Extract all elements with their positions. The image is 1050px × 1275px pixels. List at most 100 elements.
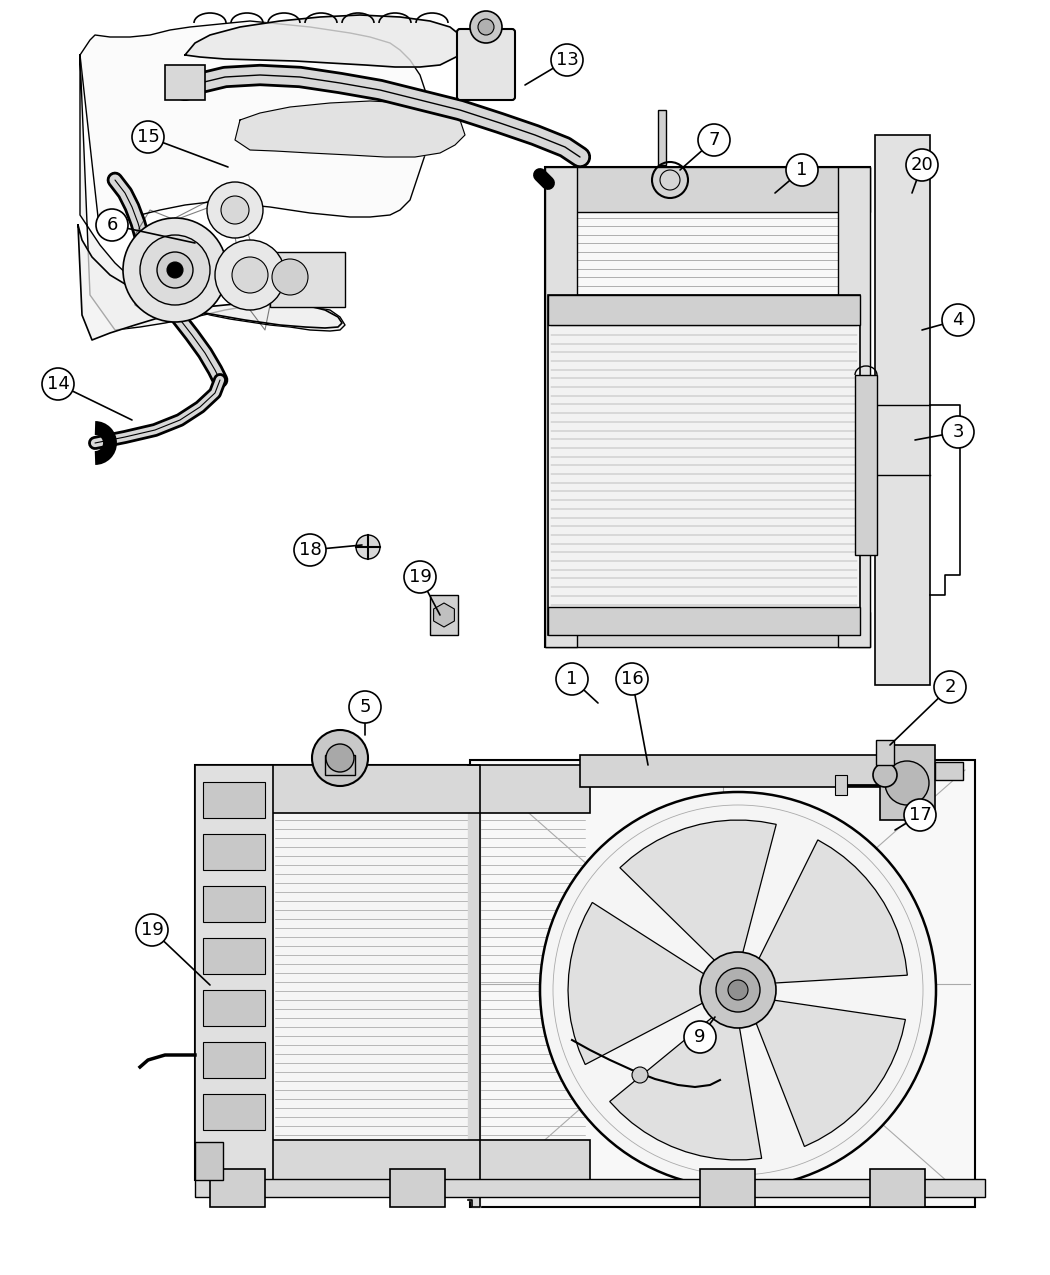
Circle shape bbox=[356, 536, 380, 558]
Bar bbox=[545, 612, 870, 646]
FancyBboxPatch shape bbox=[457, 29, 514, 99]
Polygon shape bbox=[80, 20, 430, 235]
Circle shape bbox=[404, 561, 436, 593]
Circle shape bbox=[349, 691, 381, 723]
Bar bbox=[700, 1169, 755, 1207]
Polygon shape bbox=[610, 1014, 761, 1160]
Bar bbox=[870, 1169, 925, 1207]
Circle shape bbox=[478, 19, 493, 34]
Bar bbox=[545, 167, 578, 646]
Text: 5: 5 bbox=[359, 697, 371, 717]
Bar bbox=[270, 252, 345, 307]
Circle shape bbox=[470, 11, 502, 43]
Circle shape bbox=[136, 914, 168, 946]
Bar bbox=[548, 295, 860, 635]
Circle shape bbox=[728, 980, 748, 1000]
Bar bbox=[658, 110, 666, 164]
Bar bbox=[934, 762, 963, 780]
Circle shape bbox=[934, 671, 966, 703]
Bar bbox=[203, 1094, 265, 1130]
Circle shape bbox=[684, 1021, 716, 1053]
Polygon shape bbox=[78, 224, 342, 340]
Circle shape bbox=[272, 259, 308, 295]
Circle shape bbox=[632, 1067, 648, 1082]
Circle shape bbox=[123, 218, 227, 323]
Bar bbox=[210, 1169, 265, 1207]
Circle shape bbox=[873, 762, 897, 787]
Bar bbox=[855, 375, 877, 555]
Text: 17: 17 bbox=[908, 806, 931, 824]
Bar bbox=[195, 765, 590, 1179]
Bar bbox=[548, 607, 860, 635]
Text: 4: 4 bbox=[952, 311, 964, 329]
Text: 1: 1 bbox=[796, 161, 807, 179]
Polygon shape bbox=[568, 903, 709, 1065]
Bar bbox=[203, 886, 265, 922]
Bar bbox=[203, 782, 265, 819]
Circle shape bbox=[232, 258, 268, 293]
Bar bbox=[203, 989, 265, 1026]
Bar bbox=[875, 135, 930, 685]
Text: 13: 13 bbox=[555, 51, 579, 69]
Circle shape bbox=[885, 761, 929, 805]
Bar bbox=[203, 938, 265, 974]
Polygon shape bbox=[468, 765, 480, 1207]
Bar bbox=[165, 65, 205, 99]
Circle shape bbox=[906, 149, 938, 181]
Polygon shape bbox=[620, 820, 776, 964]
Bar bbox=[390, 1169, 445, 1207]
Text: 14: 14 bbox=[46, 375, 69, 393]
Text: 20: 20 bbox=[910, 156, 933, 173]
Bar bbox=[876, 740, 894, 765]
Circle shape bbox=[220, 196, 249, 224]
Polygon shape bbox=[235, 101, 465, 157]
Circle shape bbox=[326, 745, 354, 771]
Bar bbox=[195, 765, 590, 813]
Bar bbox=[203, 834, 265, 870]
Bar bbox=[545, 167, 870, 212]
Bar bbox=[548, 295, 860, 325]
Circle shape bbox=[167, 261, 183, 278]
Circle shape bbox=[556, 663, 588, 695]
Text: 9: 9 bbox=[694, 1028, 706, 1046]
Circle shape bbox=[540, 792, 936, 1188]
Polygon shape bbox=[80, 55, 345, 332]
Circle shape bbox=[716, 968, 760, 1012]
Text: 19: 19 bbox=[408, 567, 432, 586]
Text: 2: 2 bbox=[944, 678, 956, 696]
Bar bbox=[195, 1142, 223, 1179]
Text: 6: 6 bbox=[106, 215, 118, 235]
Circle shape bbox=[132, 121, 164, 153]
Circle shape bbox=[215, 240, 285, 310]
Bar bbox=[838, 167, 870, 646]
Circle shape bbox=[786, 154, 818, 186]
Bar bbox=[203, 1042, 265, 1077]
Circle shape bbox=[942, 416, 974, 448]
Bar bbox=[880, 745, 934, 820]
Text: 19: 19 bbox=[141, 921, 164, 938]
Polygon shape bbox=[754, 1000, 905, 1146]
Text: 18: 18 bbox=[298, 541, 321, 558]
Circle shape bbox=[616, 663, 648, 695]
Bar bbox=[545, 167, 870, 646]
Bar bbox=[195, 1179, 985, 1197]
Bar bbox=[470, 760, 975, 1207]
Circle shape bbox=[700, 952, 776, 1028]
Text: 15: 15 bbox=[136, 128, 160, 147]
Bar bbox=[195, 1140, 590, 1179]
Circle shape bbox=[551, 45, 583, 76]
Text: 16: 16 bbox=[621, 669, 644, 688]
Circle shape bbox=[698, 124, 730, 156]
Circle shape bbox=[904, 799, 936, 831]
Text: 1: 1 bbox=[566, 669, 578, 688]
Polygon shape bbox=[185, 15, 465, 68]
Circle shape bbox=[96, 209, 128, 241]
Circle shape bbox=[207, 182, 262, 238]
Bar bbox=[195, 765, 273, 1179]
Bar bbox=[835, 775, 847, 796]
Circle shape bbox=[942, 303, 974, 337]
Bar bbox=[580, 755, 880, 787]
Circle shape bbox=[140, 235, 210, 305]
Text: 3: 3 bbox=[952, 423, 964, 441]
Bar bbox=[326, 755, 355, 775]
